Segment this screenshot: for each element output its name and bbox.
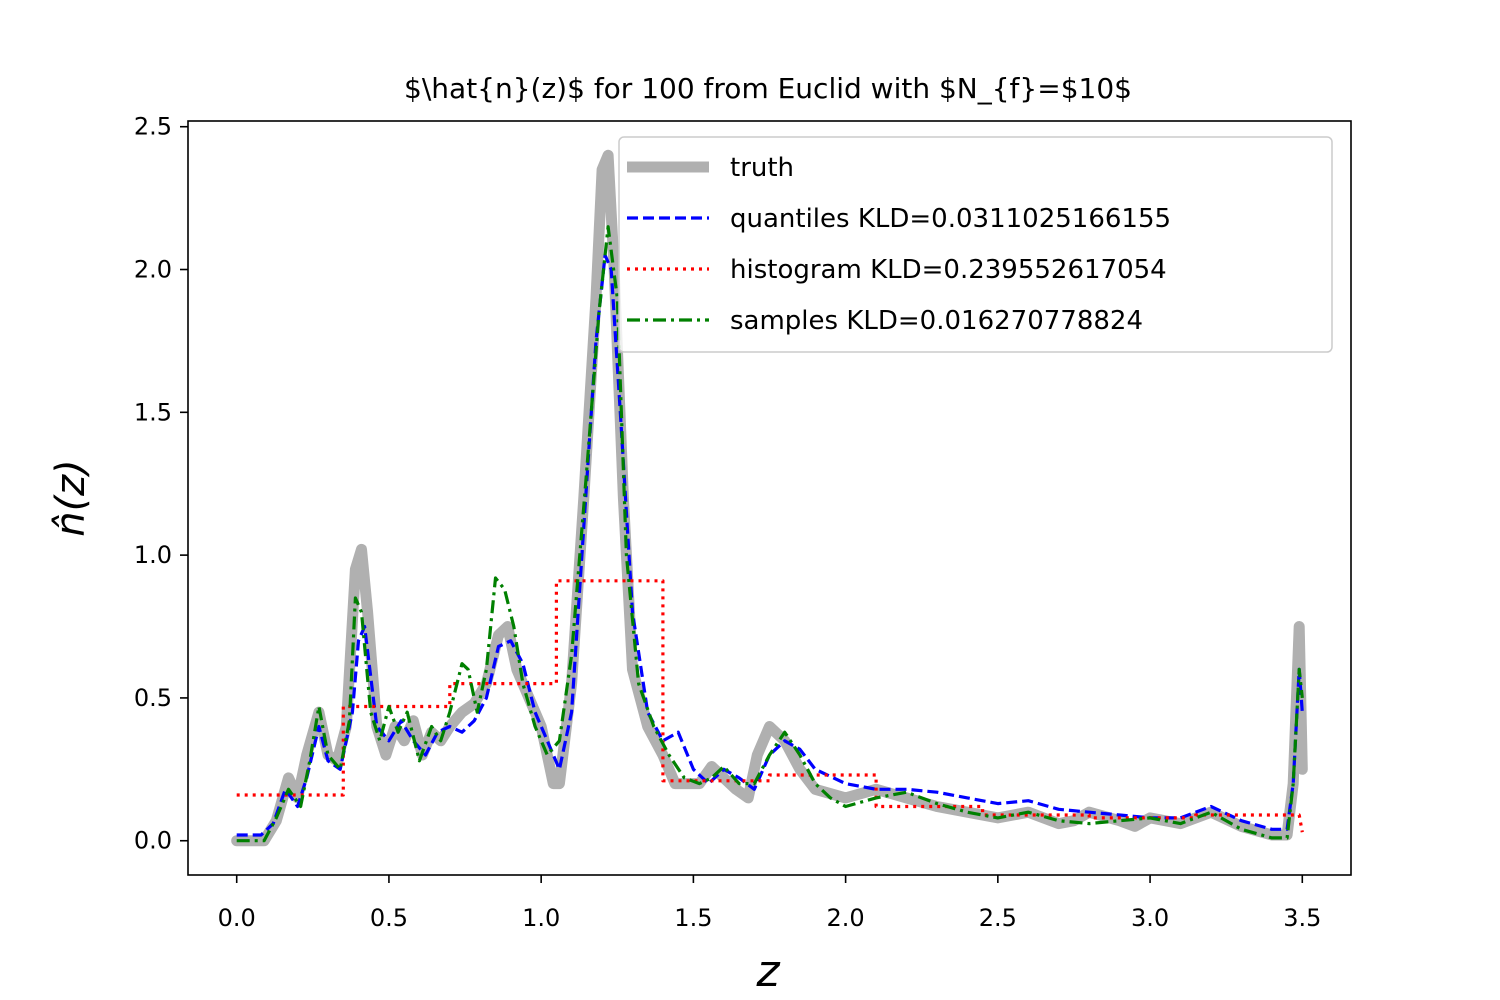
- x-tick-label: 3.5: [1283, 904, 1321, 932]
- series-layer: [231, 149, 1308, 847]
- y-tick-label: 0.0: [134, 827, 172, 855]
- x-tick-label: 1.5: [674, 904, 712, 932]
- legend-label-3: samples KLD=0.016270778824: [730, 306, 1143, 336]
- y-tick-label: 2.5: [134, 113, 172, 141]
- y-tick-label: 1.5: [134, 398, 172, 426]
- y-tick-label: 0.5: [134, 684, 172, 712]
- x-tick-label: 0.0: [218, 904, 256, 932]
- legend-box: [618, 136, 1333, 353]
- x-tick-label: 2.0: [827, 904, 865, 932]
- y-tick-label: 1.0: [134, 541, 172, 569]
- x-tick-label: 0.5: [370, 904, 408, 932]
- y-tick-label: 2.0: [134, 256, 172, 284]
- legend-label-2: histogram KLD=0.239552617054: [730, 255, 1167, 285]
- legend: truth quantiles KLD=0.0311025166155 histog…: [618, 136, 1333, 353]
- series-line-2: [236, 579, 1304, 833]
- chart-title: $\hat{n}(z)$ for 100 from Euclid with $N…: [404, 72, 1132, 105]
- x-axis-ticks: 0.0 0.5 1.0 1.5 2.0 2.5 3.0 3.5: [218, 875, 1321, 932]
- legend-label-1: quantiles KLD=0.0311025166155: [730, 204, 1171, 234]
- x-tick-label: 2.5: [979, 904, 1017, 932]
- y-axis-label: n̂(z): [48, 459, 94, 537]
- x-axis-label: z: [755, 946, 780, 997]
- y-axis-ticks: 0.0 0.5 1.0 1.5 2.0 2.5: [134, 113, 188, 855]
- plot-frame: [187, 120, 1352, 876]
- legend-label-0: truth: [730, 153, 794, 183]
- x-tick-label: 3.0: [1131, 904, 1169, 932]
- x-tick-label: 1.0: [522, 904, 560, 932]
- series-line-3: [236, 225, 1304, 843]
